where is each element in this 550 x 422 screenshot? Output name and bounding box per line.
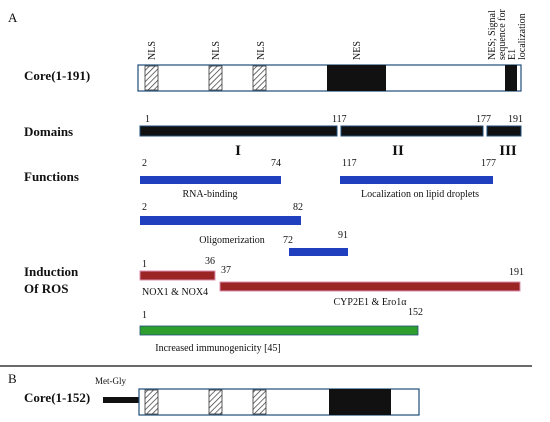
core-152-nls-motif-2 [208,389,223,415]
panel-b-label: B [8,371,17,386]
olig-start: 2 [142,202,147,213]
nls-motif-3 [252,65,267,91]
core-152-nls-motif-1 [144,389,159,415]
core-152-nes-block [329,389,391,415]
domains-label: Domains [24,124,73,139]
signal-block [505,65,517,91]
panel-a-label: A [8,10,18,25]
rna-binding-label: RNA-binding [183,189,238,200]
nes-label: NES [352,41,363,60]
core-152-label: Core(1-152) [24,390,90,405]
cyp-bar [219,281,521,292]
domain-2-bar [340,125,484,137]
cyp-label: CYP2E1 & Ero1α [333,297,407,308]
nox-label: NOX1 & NOX4 [142,287,208,298]
metgly-label: Met-Gly [95,376,126,386]
domain-1-numeral: I [235,143,241,159]
domain-3-numeral: III [499,143,517,159]
oligomerization-bar [140,216,301,225]
signal-label-line2: sequence for [497,9,508,60]
nls-label-2: NLS [211,41,222,60]
oligomerization-2-bar [289,248,348,256]
signal-label-line4: localization [517,13,528,60]
domain-1-bar [139,125,338,137]
immunogenicity-label: Increased immunogenicity [45] [155,343,281,354]
olig-end: 82 [293,202,303,213]
nox-start: 1 [142,259,147,270]
lipid-droplets-bar [340,176,493,184]
immuno-start: 1 [142,310,147,321]
olig2-end: 91 [338,230,348,241]
nls-label-3: NLS [256,41,267,60]
olig2-start: 72 [283,235,293,246]
ros-label-line1: Induction [24,264,79,279]
lipid-start: 117 [342,158,357,169]
domain-2-numeral: II [392,143,404,159]
core-152-nls-motif-3 [252,389,267,415]
metgly-bar [103,397,139,403]
nox-end: 36 [205,256,215,267]
lipid-droplets-label: Localization on lipid droplets [361,189,479,200]
rna-start: 2 [142,158,147,169]
nes-block [327,65,386,91]
cyp-start: 37 [221,265,231,276]
domain-start-1: 1 [145,114,150,125]
rna-end: 74 [271,158,281,169]
functions-label: Functions [24,169,79,184]
rna-binding-bar [140,176,281,184]
immuno-end: 152 [408,307,423,318]
domain-start-2: 117 [332,114,347,125]
ros-label-line2: Of ROS [24,281,68,296]
nls-label-1: NLS [147,41,158,60]
nls-motif-1 [144,65,159,91]
nox-bar [139,270,216,281]
core-191-label: Core(1-191) [24,68,90,83]
domain-3-bar [486,125,522,137]
signal-label-line1: NES; Signal [487,10,498,60]
immunogenicity-bar [139,325,419,336]
nls-motif-2 [208,65,223,91]
oligomerization-label: Oligomerization [199,235,265,246]
cyp-end: 191 [509,267,524,278]
domain-start-3: 177 [476,114,491,125]
lipid-end: 177 [481,158,496,169]
domain-end: 191 [508,114,523,125]
signal-label-line3: E1 [507,49,518,60]
